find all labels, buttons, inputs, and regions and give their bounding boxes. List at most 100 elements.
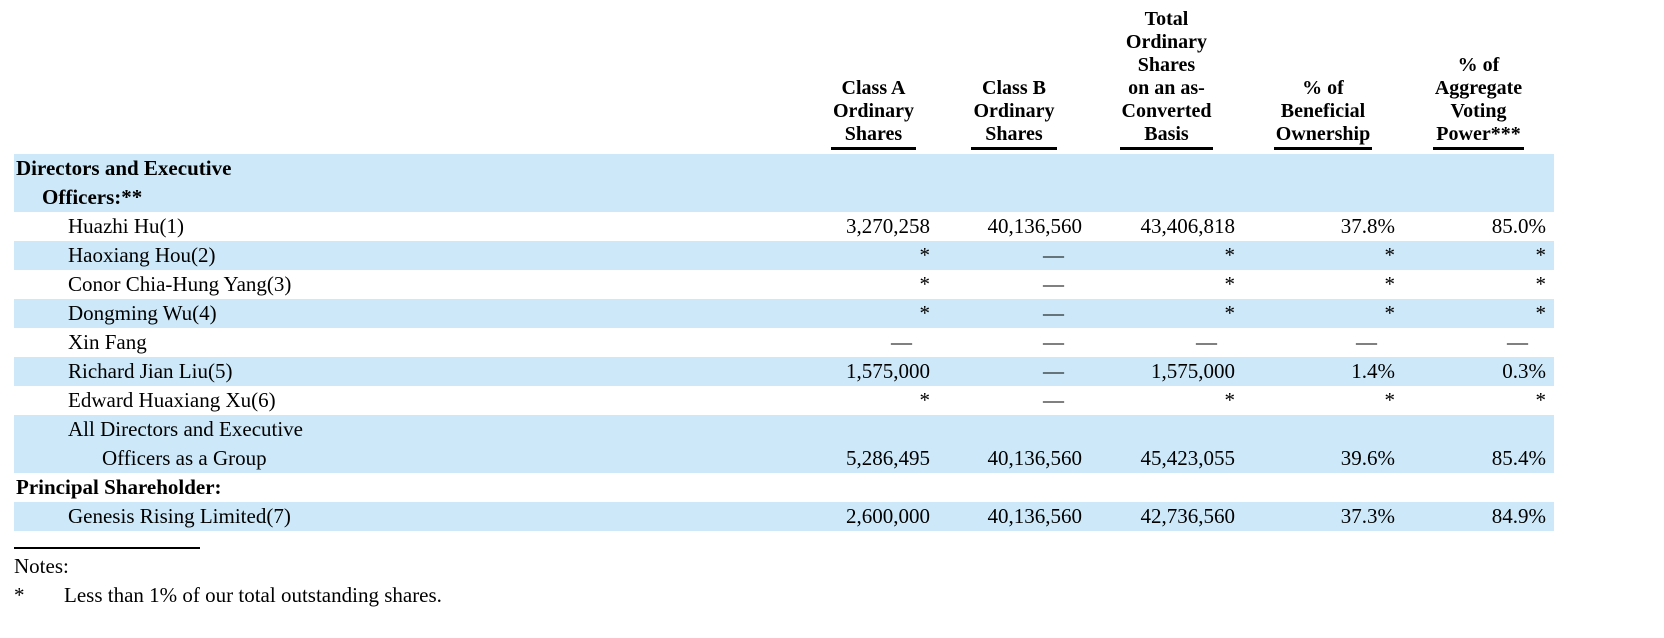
cell-huazhi-hu-total-ordinary: 43,406,818 bbox=[1140, 214, 1236, 238]
cell-all-directors-group-pct-beneficial: 39.6% bbox=[1243, 415, 1403, 473]
cell-conor-chia-hung-yang-pct-voting: * bbox=[1535, 272, 1547, 296]
row-name-line: Officers as a Group bbox=[102, 446, 267, 470]
row-name-richard-jian-liu: Richard Jian Liu(5) bbox=[14, 357, 809, 386]
row-name-xin-fang: Xin Fang bbox=[14, 328, 809, 357]
cell-section-directors-class-b bbox=[938, 154, 1090, 212]
cell-edward-huaxiang-xu-class-a: * bbox=[919, 388, 931, 412]
table-row-conor-chia-hung-yang: Conor Chia-Hung Yang(3) * — * * * bbox=[14, 270, 1554, 299]
row-name-line: Haoxiang Hou(2) bbox=[68, 243, 216, 267]
footnote: * Less than 1% of our total outstanding s… bbox=[14, 580, 1664, 610]
cell-haoxiang-hou-total-ordinary: * bbox=[1090, 241, 1243, 270]
footnote-symbol: * bbox=[14, 583, 25, 607]
row-name-section-principal: Principal Shareholder: bbox=[14, 473, 809, 502]
header-label-pct-voting: % of Aggregate Voting Power*** bbox=[1432, 54, 1525, 150]
cell-xin-fang-class-a: — bbox=[891, 330, 912, 354]
cell-section-directors-total-ordinary bbox=[1090, 154, 1243, 212]
row-name-all-directors-group: All Directors and Executive Officers as a… bbox=[14, 415, 809, 473]
table-row-richard-jian-liu: Richard Jian Liu(5) 1,575,000—1,575,000 1.… bbox=[14, 357, 1554, 386]
cell-conor-chia-hung-yang-total-ordinary: * bbox=[1224, 272, 1236, 296]
row-name-line: Conor Chia-Hung Yang(3) bbox=[68, 272, 292, 296]
row-name-section-directors: Directors and Executive Officers:** bbox=[14, 154, 809, 212]
footnotes-list: * Less than 1% of our total outstanding s… bbox=[14, 580, 1664, 610]
row-name-line: Dongming Wu(4) bbox=[68, 301, 217, 325]
cell-section-directors-class-a bbox=[809, 154, 938, 212]
cell-edward-huaxiang-xu-class-b: — bbox=[1043, 388, 1064, 412]
beneficial-ownership-table: Class A Ordinary Shares Class B Ordinary Shar… bbox=[14, 8, 1554, 531]
table-row-all-directors-group: All Directors and Executive Officers as a… bbox=[14, 415, 1554, 473]
row-name-conor-chia-hung-yang: Conor Chia-Hung Yang(3) bbox=[14, 270, 809, 299]
table-row-haoxiang-hou: Haoxiang Hou(2) * — * * * bbox=[14, 241, 1554, 270]
cell-richard-jian-liu-total-ordinary: 1,575,000 bbox=[1090, 357, 1243, 386]
cell-richard-jian-liu-pct-beneficial: 1.4% bbox=[1243, 357, 1403, 386]
table-header: Class A Ordinary Shares Class B Ordinary Shar… bbox=[14, 8, 1554, 154]
table-row-section-directors: Directors and Executive Officers:** bbox=[14, 154, 1554, 212]
notes-section: Notes: * Less than 1% of our total outsta… bbox=[14, 547, 1664, 610]
cell-xin-fang-pct-voting: — bbox=[1507, 330, 1528, 354]
row-name-edward-huaxiang-xu: Edward Huaxiang Xu(6) bbox=[14, 386, 809, 415]
row-name-line: Officers:** bbox=[42, 185, 143, 209]
cell-xin-fang-class-b: — bbox=[1043, 330, 1064, 354]
row-name-huazhi-hu: Huazhi Hu(1) bbox=[14, 212, 809, 241]
cell-huazhi-hu-pct-beneficial: 37.8% bbox=[1340, 214, 1395, 238]
row-name-line: Richard Jian Liu(5) bbox=[68, 359, 233, 383]
footnote-text: Less than 1% of our total outstanding sh… bbox=[64, 583, 442, 607]
header-class-b: Class B Ordinary Shares bbox=[938, 8, 1090, 154]
row-name-genesis-rising-limited: Genesis Rising Limited(7) bbox=[14, 502, 809, 531]
cell-haoxiang-hou-class-b: — bbox=[938, 241, 1090, 270]
cell-dongming-wu-pct-beneficial: * bbox=[1243, 299, 1403, 328]
table-row-xin-fang: Xin Fang — — — — — bbox=[14, 328, 1554, 357]
cell-section-principal-pct-voting bbox=[1403, 473, 1554, 502]
header-total-ordinary: Total Ordinary Shares on an as- Converted Bas… bbox=[1090, 8, 1243, 154]
row-name-line: All Directors and Executive bbox=[68, 417, 303, 441]
header-row: Class A Ordinary Shares Class B Ordinary Shar… bbox=[14, 8, 1554, 154]
header-label-pct-beneficial: % of Beneficial Ownership bbox=[1273, 77, 1373, 150]
table-row-section-principal: Principal Shareholder: bbox=[14, 473, 1554, 502]
cell-all-directors-group-class-a: 5,286,495 bbox=[809, 415, 938, 473]
cell-huazhi-hu-pct-voting: 85.0% bbox=[1491, 214, 1546, 238]
cell-huazhi-hu-class-a: 3,270,258 bbox=[846, 214, 930, 238]
row-name-line: Genesis Rising Limited(7) bbox=[68, 504, 291, 528]
header-name-column bbox=[14, 8, 809, 154]
header-label-total-ordinary: Total Ordinary Shares on an as- Converted Bas… bbox=[1119, 8, 1214, 150]
table-row-dongming-wu: Dongming Wu(4) * — * * * bbox=[14, 299, 1554, 328]
header-label-class-a: Class A Ordinary Shares bbox=[830, 77, 917, 150]
cell-genesis-rising-limited-class-a: 2,600,000 bbox=[809, 502, 938, 531]
cell-huazhi-hu-class-b: 40,136,560 bbox=[987, 214, 1083, 238]
cell-section-directors-pct-beneficial bbox=[1243, 154, 1403, 212]
cell-genesis-rising-limited-pct-beneficial: 37.3% bbox=[1243, 502, 1403, 531]
row-name-haoxiang-hou: Haoxiang Hou(2) bbox=[14, 241, 809, 270]
cell-conor-chia-hung-yang-class-a: * bbox=[919, 272, 931, 296]
cell-all-directors-group-total-ordinary: 45,423,055 bbox=[1090, 415, 1243, 473]
table-row-huazhi-hu: Huazhi Hu(1) 3,270,258 40,136,560 43,406,81… bbox=[14, 212, 1554, 241]
cell-section-principal-class-b bbox=[938, 473, 1090, 502]
row-name-line: Edward Huaxiang Xu(6) bbox=[68, 388, 276, 412]
document: Class A Ordinary Shares Class B Ordinary Shar… bbox=[14, 8, 1664, 610]
cell-genesis-rising-limited-class-b: 40,136,560 bbox=[938, 502, 1090, 531]
header-pct-voting: % of Aggregate Voting Power*** bbox=[1403, 8, 1554, 154]
header-label-class-b: Class B Ordinary Shares bbox=[971, 77, 1057, 150]
row-name-line: Xin Fang bbox=[68, 330, 147, 354]
cell-richard-jian-liu-class-a: 1,575,000 bbox=[809, 357, 938, 386]
cell-all-directors-group-class-b: 40,136,560 bbox=[938, 415, 1090, 473]
table-row-edward-huaxiang-xu: Edward Huaxiang Xu(6) * — * * * bbox=[14, 386, 1554, 415]
cell-richard-jian-liu-pct-voting: 0.3% bbox=[1403, 357, 1554, 386]
cell-conor-chia-hung-yang-pct-beneficial: * bbox=[1384, 272, 1396, 296]
cell-edward-huaxiang-xu-pct-beneficial: * bbox=[1384, 388, 1396, 412]
notes-divider bbox=[14, 547, 200, 549]
cell-haoxiang-hou-class-a: * bbox=[809, 241, 938, 270]
header-pct-beneficial: % of Beneficial Ownership bbox=[1243, 8, 1403, 154]
cell-dongming-wu-total-ordinary: * bbox=[1090, 299, 1243, 328]
cell-all-directors-group-pct-voting: 85.4% bbox=[1403, 415, 1554, 473]
cell-section-principal-pct-beneficial bbox=[1243, 473, 1403, 502]
cell-edward-huaxiang-xu-pct-voting: * bbox=[1535, 388, 1547, 412]
table-body: Directors and Executive Officers:** Huazhi… bbox=[14, 154, 1554, 531]
row-name-line: Directors and Executive bbox=[16, 156, 232, 180]
header-class-a: Class A Ordinary Shares bbox=[809, 8, 938, 154]
cell-haoxiang-hou-pct-beneficial: * bbox=[1243, 241, 1403, 270]
notes-label: Notes: bbox=[14, 554, 69, 578]
row-name-dongming-wu: Dongming Wu(4) bbox=[14, 299, 809, 328]
cell-xin-fang-pct-beneficial: — bbox=[1356, 330, 1377, 354]
cell-edward-huaxiang-xu-total-ordinary: * bbox=[1224, 388, 1236, 412]
cell-haoxiang-hou-pct-voting: * bbox=[1403, 241, 1554, 270]
row-name-line: Huazhi Hu(1) bbox=[68, 214, 185, 238]
